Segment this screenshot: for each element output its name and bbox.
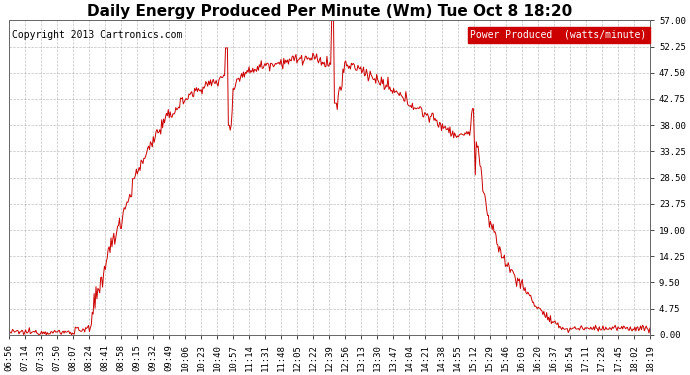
Title: Daily Energy Produced Per Minute (Wm) Tue Oct 8 18:20: Daily Energy Produced Per Minute (Wm) Tu… bbox=[87, 4, 572, 19]
Text: Copyright 2013 Cartronics.com: Copyright 2013 Cartronics.com bbox=[12, 30, 182, 40]
Text: Power Produced  (watts/minute): Power Produced (watts/minute) bbox=[471, 30, 647, 40]
